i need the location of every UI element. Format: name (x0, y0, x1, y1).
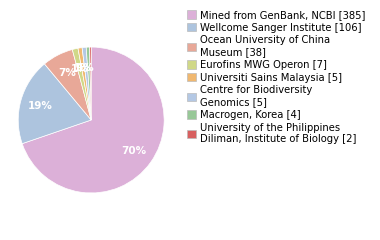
Text: 70%: 70% (121, 145, 147, 156)
Text: 1%: 1% (74, 63, 92, 73)
Wedge shape (90, 47, 91, 120)
Text: 7%: 7% (58, 68, 76, 78)
Wedge shape (86, 47, 91, 120)
Legend: Mined from GenBank, NCBI [385], Wellcome Sanger Institute [106], Ocean Universit: Mined from GenBank, NCBI [385], Wellcome… (187, 10, 366, 144)
Wedge shape (72, 48, 91, 120)
Wedge shape (44, 49, 91, 120)
Wedge shape (18, 64, 91, 144)
Wedge shape (22, 47, 164, 193)
Text: 19%: 19% (28, 101, 53, 111)
Wedge shape (82, 47, 91, 120)
Wedge shape (78, 48, 91, 120)
Text: 1%: 1% (77, 63, 95, 73)
Text: 1%: 1% (71, 64, 89, 74)
